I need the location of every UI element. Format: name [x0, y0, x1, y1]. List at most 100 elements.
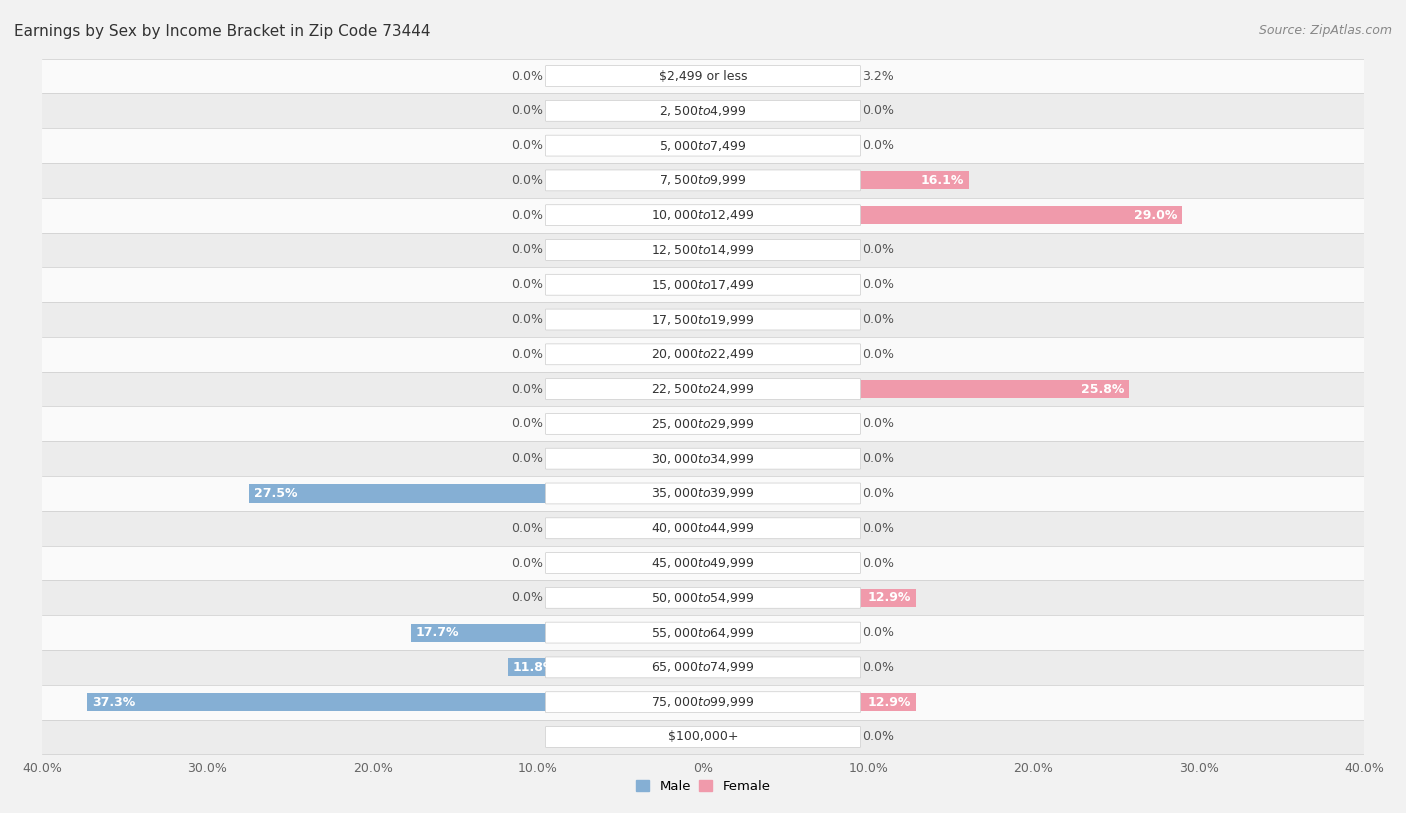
Bar — [42, 337, 1364, 372]
Bar — [42, 59, 1364, 93]
Text: 0.0%: 0.0% — [512, 313, 544, 326]
Text: Source: ZipAtlas.com: Source: ZipAtlas.com — [1258, 24, 1392, 37]
Bar — [42, 93, 1364, 128]
Text: 0.0%: 0.0% — [512, 174, 544, 187]
Text: 0.0%: 0.0% — [862, 661, 894, 674]
Text: $75,000 to $99,999: $75,000 to $99,999 — [651, 695, 755, 709]
Text: 0.0%: 0.0% — [862, 139, 894, 152]
Text: 0.0%: 0.0% — [512, 452, 544, 465]
Bar — [703, 380, 1129, 398]
FancyBboxPatch shape — [546, 414, 860, 434]
FancyBboxPatch shape — [546, 587, 860, 608]
Text: 0.0%: 0.0% — [862, 452, 894, 465]
Text: $65,000 to $74,999: $65,000 to $74,999 — [651, 660, 755, 675]
Text: $7,500 to $9,999: $7,500 to $9,999 — [659, 173, 747, 188]
Text: $45,000 to $49,999: $45,000 to $49,999 — [651, 556, 755, 570]
Bar — [42, 406, 1364, 441]
Text: 37.3%: 37.3% — [91, 696, 135, 709]
Text: $20,000 to $22,499: $20,000 to $22,499 — [651, 347, 755, 361]
Text: 0.0%: 0.0% — [862, 278, 894, 291]
Bar — [703, 589, 917, 606]
Bar — [42, 720, 1364, 754]
Text: 0.0%: 0.0% — [862, 487, 894, 500]
Text: 29.0%: 29.0% — [1133, 209, 1177, 222]
Text: $2,499 or less: $2,499 or less — [659, 70, 747, 83]
Text: 0.0%: 0.0% — [862, 417, 894, 430]
Text: $10,000 to $12,499: $10,000 to $12,499 — [651, 208, 755, 222]
Text: 0.0%: 0.0% — [512, 139, 544, 152]
FancyBboxPatch shape — [546, 379, 860, 399]
Bar — [42, 511, 1364, 546]
Bar — [42, 372, 1364, 406]
Bar — [42, 546, 1364, 580]
Text: 0.0%: 0.0% — [512, 104, 544, 117]
Text: 5.9%: 5.9% — [610, 730, 645, 743]
FancyBboxPatch shape — [546, 274, 860, 295]
Text: 0.0%: 0.0% — [862, 243, 894, 256]
Bar — [703, 207, 1182, 224]
Text: $55,000 to $64,999: $55,000 to $64,999 — [651, 625, 755, 640]
Bar — [703, 693, 917, 711]
Text: 0.0%: 0.0% — [862, 348, 894, 361]
Bar — [42, 476, 1364, 511]
Text: 0.0%: 0.0% — [862, 626, 894, 639]
Bar — [249, 485, 703, 502]
FancyBboxPatch shape — [546, 553, 860, 573]
Text: $22,500 to $24,999: $22,500 to $24,999 — [651, 382, 755, 396]
Text: 16.1%: 16.1% — [921, 174, 965, 187]
FancyBboxPatch shape — [546, 692, 860, 713]
Text: 17.7%: 17.7% — [416, 626, 458, 639]
Text: $40,000 to $44,999: $40,000 to $44,999 — [651, 521, 755, 535]
Bar — [42, 441, 1364, 476]
Text: 0.0%: 0.0% — [862, 313, 894, 326]
Text: 0.0%: 0.0% — [862, 522, 894, 535]
Text: 12.9%: 12.9% — [868, 696, 911, 709]
FancyBboxPatch shape — [546, 135, 860, 156]
Text: 25.8%: 25.8% — [1081, 383, 1125, 396]
Text: 12.9%: 12.9% — [868, 591, 911, 604]
Text: 0.0%: 0.0% — [512, 243, 544, 256]
Text: $30,000 to $34,999: $30,000 to $34,999 — [651, 452, 755, 466]
FancyBboxPatch shape — [546, 727, 860, 747]
Text: 0.0%: 0.0% — [512, 278, 544, 291]
FancyBboxPatch shape — [546, 100, 860, 121]
Text: $50,000 to $54,999: $50,000 to $54,999 — [651, 591, 755, 605]
Bar — [411, 624, 703, 641]
Text: 0.0%: 0.0% — [512, 522, 544, 535]
FancyBboxPatch shape — [546, 483, 860, 504]
Text: $35,000 to $39,999: $35,000 to $39,999 — [651, 486, 755, 501]
FancyBboxPatch shape — [546, 170, 860, 191]
Bar — [42, 615, 1364, 650]
Text: 0.0%: 0.0% — [512, 383, 544, 396]
FancyBboxPatch shape — [546, 309, 860, 330]
FancyBboxPatch shape — [546, 344, 860, 365]
Text: 0.0%: 0.0% — [512, 70, 544, 83]
FancyBboxPatch shape — [546, 66, 860, 86]
Bar — [42, 302, 1364, 337]
Bar — [42, 128, 1364, 163]
FancyBboxPatch shape — [546, 518, 860, 539]
Text: $25,000 to $29,999: $25,000 to $29,999 — [651, 417, 755, 431]
Bar — [606, 728, 703, 746]
Text: 0.0%: 0.0% — [512, 348, 544, 361]
Bar — [508, 659, 703, 676]
Bar — [42, 580, 1364, 615]
Text: $12,500 to $14,999: $12,500 to $14,999 — [651, 243, 755, 257]
Bar — [42, 685, 1364, 720]
Text: Earnings by Sex by Income Bracket in Zip Code 73444: Earnings by Sex by Income Bracket in Zip… — [14, 24, 430, 39]
FancyBboxPatch shape — [546, 657, 860, 678]
Text: 0.0%: 0.0% — [862, 557, 894, 570]
Text: 0.0%: 0.0% — [512, 557, 544, 570]
FancyBboxPatch shape — [546, 448, 860, 469]
Bar — [703, 67, 756, 85]
Text: $15,000 to $17,499: $15,000 to $17,499 — [651, 278, 755, 292]
Text: $17,500 to $19,999: $17,500 to $19,999 — [651, 312, 755, 327]
Text: $100,000+: $100,000+ — [668, 730, 738, 743]
Bar — [42, 267, 1364, 302]
Bar — [42, 198, 1364, 233]
Text: 27.5%: 27.5% — [253, 487, 297, 500]
Text: $5,000 to $7,499: $5,000 to $7,499 — [659, 138, 747, 153]
Text: 0.0%: 0.0% — [512, 417, 544, 430]
FancyBboxPatch shape — [546, 240, 860, 260]
Bar — [703, 172, 969, 189]
